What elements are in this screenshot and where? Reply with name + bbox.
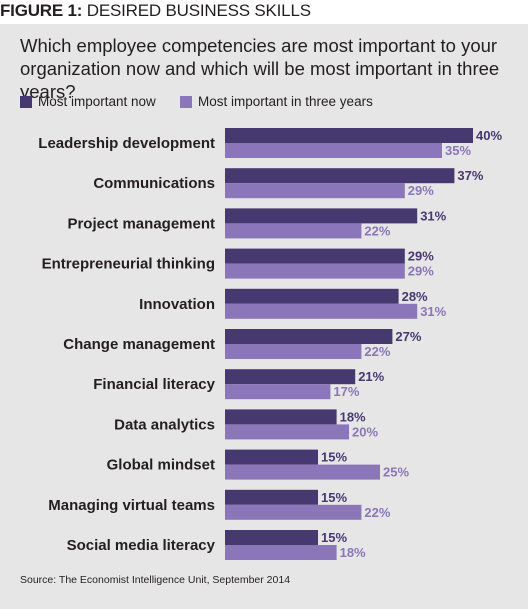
legend-label-now: Most important now xyxy=(38,94,156,109)
bar-now-global-mindset xyxy=(225,449,318,465)
value-label-future-managing-virtual-teams: 22% xyxy=(364,505,390,520)
category-label-entrepreneurial-thinking: Entrepreneurial thinking xyxy=(42,256,215,273)
value-label-now-change-management: 27% xyxy=(395,329,421,344)
category-label-leadership-development: Leadership development xyxy=(38,135,215,152)
value-label-future-entrepreneurial-thinking: 29% xyxy=(408,264,434,279)
value-label-now-innovation: 28% xyxy=(402,289,428,304)
value-label-now-communications: 37% xyxy=(457,168,483,183)
category-label-change-management: Change management xyxy=(63,336,215,353)
value-label-future-data-analytics: 20% xyxy=(352,424,378,439)
chart-question: Which employee competencies are most imp… xyxy=(20,35,500,102)
value-label-now-global-mindset: 15% xyxy=(321,450,347,465)
legend-swatch-now xyxy=(20,95,32,108)
bar-now-financial-literacy xyxy=(225,369,356,385)
bar-now-social-media-literacy xyxy=(225,530,318,545)
figure-title: FIGURE 1: DESIRED BUSINESS SKILLS xyxy=(0,0,311,22)
bar-future-social-media-literacy xyxy=(225,545,337,560)
bar-future-communications xyxy=(225,183,405,199)
bar-now-managing-virtual-teams xyxy=(225,489,318,505)
category-label-managing-virtual-teams: Managing virtual teams xyxy=(48,497,215,514)
bar-future-project-management xyxy=(225,223,362,239)
value-label-future-financial-literacy: 17% xyxy=(333,384,359,399)
value-label-now-leadership-development: 40% xyxy=(476,128,502,143)
bar-future-financial-literacy xyxy=(225,384,331,400)
category-label-global-mindset: Global mindset xyxy=(107,457,215,474)
value-label-now-data-analytics: 18% xyxy=(340,409,366,424)
value-label-future-communications: 29% xyxy=(408,183,434,198)
value-label-future-global-mindset: 25% xyxy=(383,465,409,480)
bar-now-change-management xyxy=(225,329,393,344)
value-label-now-financial-literacy: 21% xyxy=(358,369,384,384)
bar-now-entrepreneurial-thinking xyxy=(225,248,405,264)
value-label-future-project-management: 22% xyxy=(364,223,390,238)
legend-item-future: Most important in three years xyxy=(180,94,373,109)
source-note: Source: The Economist Intelligence Unit,… xyxy=(20,574,291,586)
value-label-now-managing-virtual-teams: 15% xyxy=(321,490,347,505)
bar-future-entrepreneurial-thinking xyxy=(225,263,405,279)
bar-now-project-management xyxy=(225,208,418,224)
figure-label: FIGURE 1: xyxy=(0,1,83,20)
category-label-data-analytics: Data analytics xyxy=(114,416,215,433)
bar-future-innovation xyxy=(225,303,418,319)
value-label-future-change-management: 22% xyxy=(364,344,390,359)
value-label-now-entrepreneurial-thinking: 29% xyxy=(408,249,434,264)
value-label-now-project-management: 31% xyxy=(420,208,446,223)
category-label-financial-literacy: Financial literacy xyxy=(93,376,215,393)
value-label-future-social-media-literacy: 18% xyxy=(340,545,366,560)
category-label-communications: Communications xyxy=(93,175,215,192)
bar-now-leadership-development xyxy=(225,128,473,143)
bar-now-data-analytics xyxy=(225,409,337,425)
legend-item-now: Most important now xyxy=(20,94,156,109)
bar-future-data-analytics xyxy=(225,424,349,440)
bar-future-leadership-development xyxy=(225,143,442,158)
category-label-social-media-literacy: Social media literacy xyxy=(67,537,216,554)
bar-future-managing-virtual-teams xyxy=(225,504,362,520)
legend-label-future: Most important in three years xyxy=(198,94,373,109)
legend-swatch-future xyxy=(180,95,192,108)
value-label-now-social-media-literacy: 15% xyxy=(321,530,347,545)
bar-now-innovation xyxy=(225,288,399,304)
category-label-innovation: Innovation xyxy=(139,296,215,313)
category-label-project-management: Project management xyxy=(67,215,215,232)
bar-now-communications xyxy=(225,168,455,184)
figure-title-text: DESIRED BUSINESS SKILLS xyxy=(86,1,311,20)
value-label-future-leadership-development: 35% xyxy=(445,143,471,158)
value-label-future-innovation: 31% xyxy=(420,304,446,319)
bar-future-change-management xyxy=(225,344,362,359)
bar-future-global-mindset xyxy=(225,464,380,480)
